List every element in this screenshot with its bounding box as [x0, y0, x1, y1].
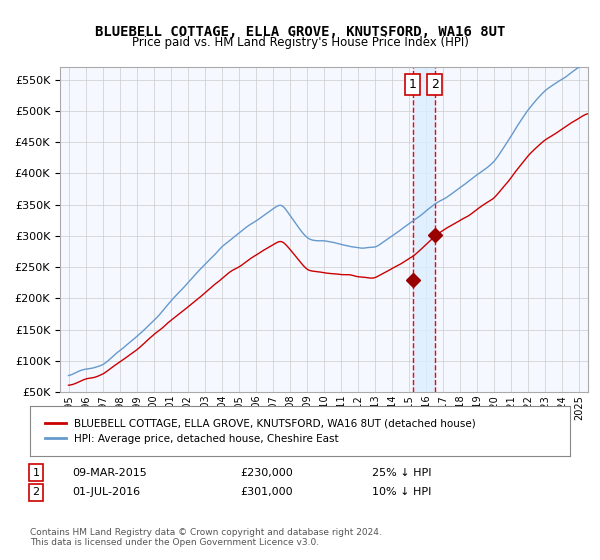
Text: 2: 2 — [32, 487, 40, 497]
Text: 2: 2 — [431, 78, 439, 91]
Text: £301,000: £301,000 — [240, 487, 293, 497]
Text: 01-JUL-2016: 01-JUL-2016 — [72, 487, 140, 497]
Text: BLUEBELL COTTAGE, ELLA GROVE, KNUTSFORD, WA16 8UT: BLUEBELL COTTAGE, ELLA GROVE, KNUTSFORD,… — [95, 25, 505, 39]
Text: 25% ↓ HPI: 25% ↓ HPI — [372, 468, 431, 478]
Text: 10% ↓ HPI: 10% ↓ HPI — [372, 487, 431, 497]
Legend: BLUEBELL COTTAGE, ELLA GROVE, KNUTSFORD, WA16 8UT (detached house), HPI: Average: BLUEBELL COTTAGE, ELLA GROVE, KNUTSFORD,… — [41, 414, 480, 448]
Text: Contains HM Land Registry data © Crown copyright and database right 2024.
This d: Contains HM Land Registry data © Crown c… — [30, 528, 382, 547]
Bar — [413, 67, 435, 392]
Text: 09-MAR-2015: 09-MAR-2015 — [72, 468, 147, 478]
Text: 1: 1 — [32, 468, 40, 478]
Text: 1: 1 — [409, 78, 416, 91]
Text: Price paid vs. HM Land Registry's House Price Index (HPI): Price paid vs. HM Land Registry's House … — [131, 36, 469, 49]
Text: £230,000: £230,000 — [240, 468, 293, 478]
